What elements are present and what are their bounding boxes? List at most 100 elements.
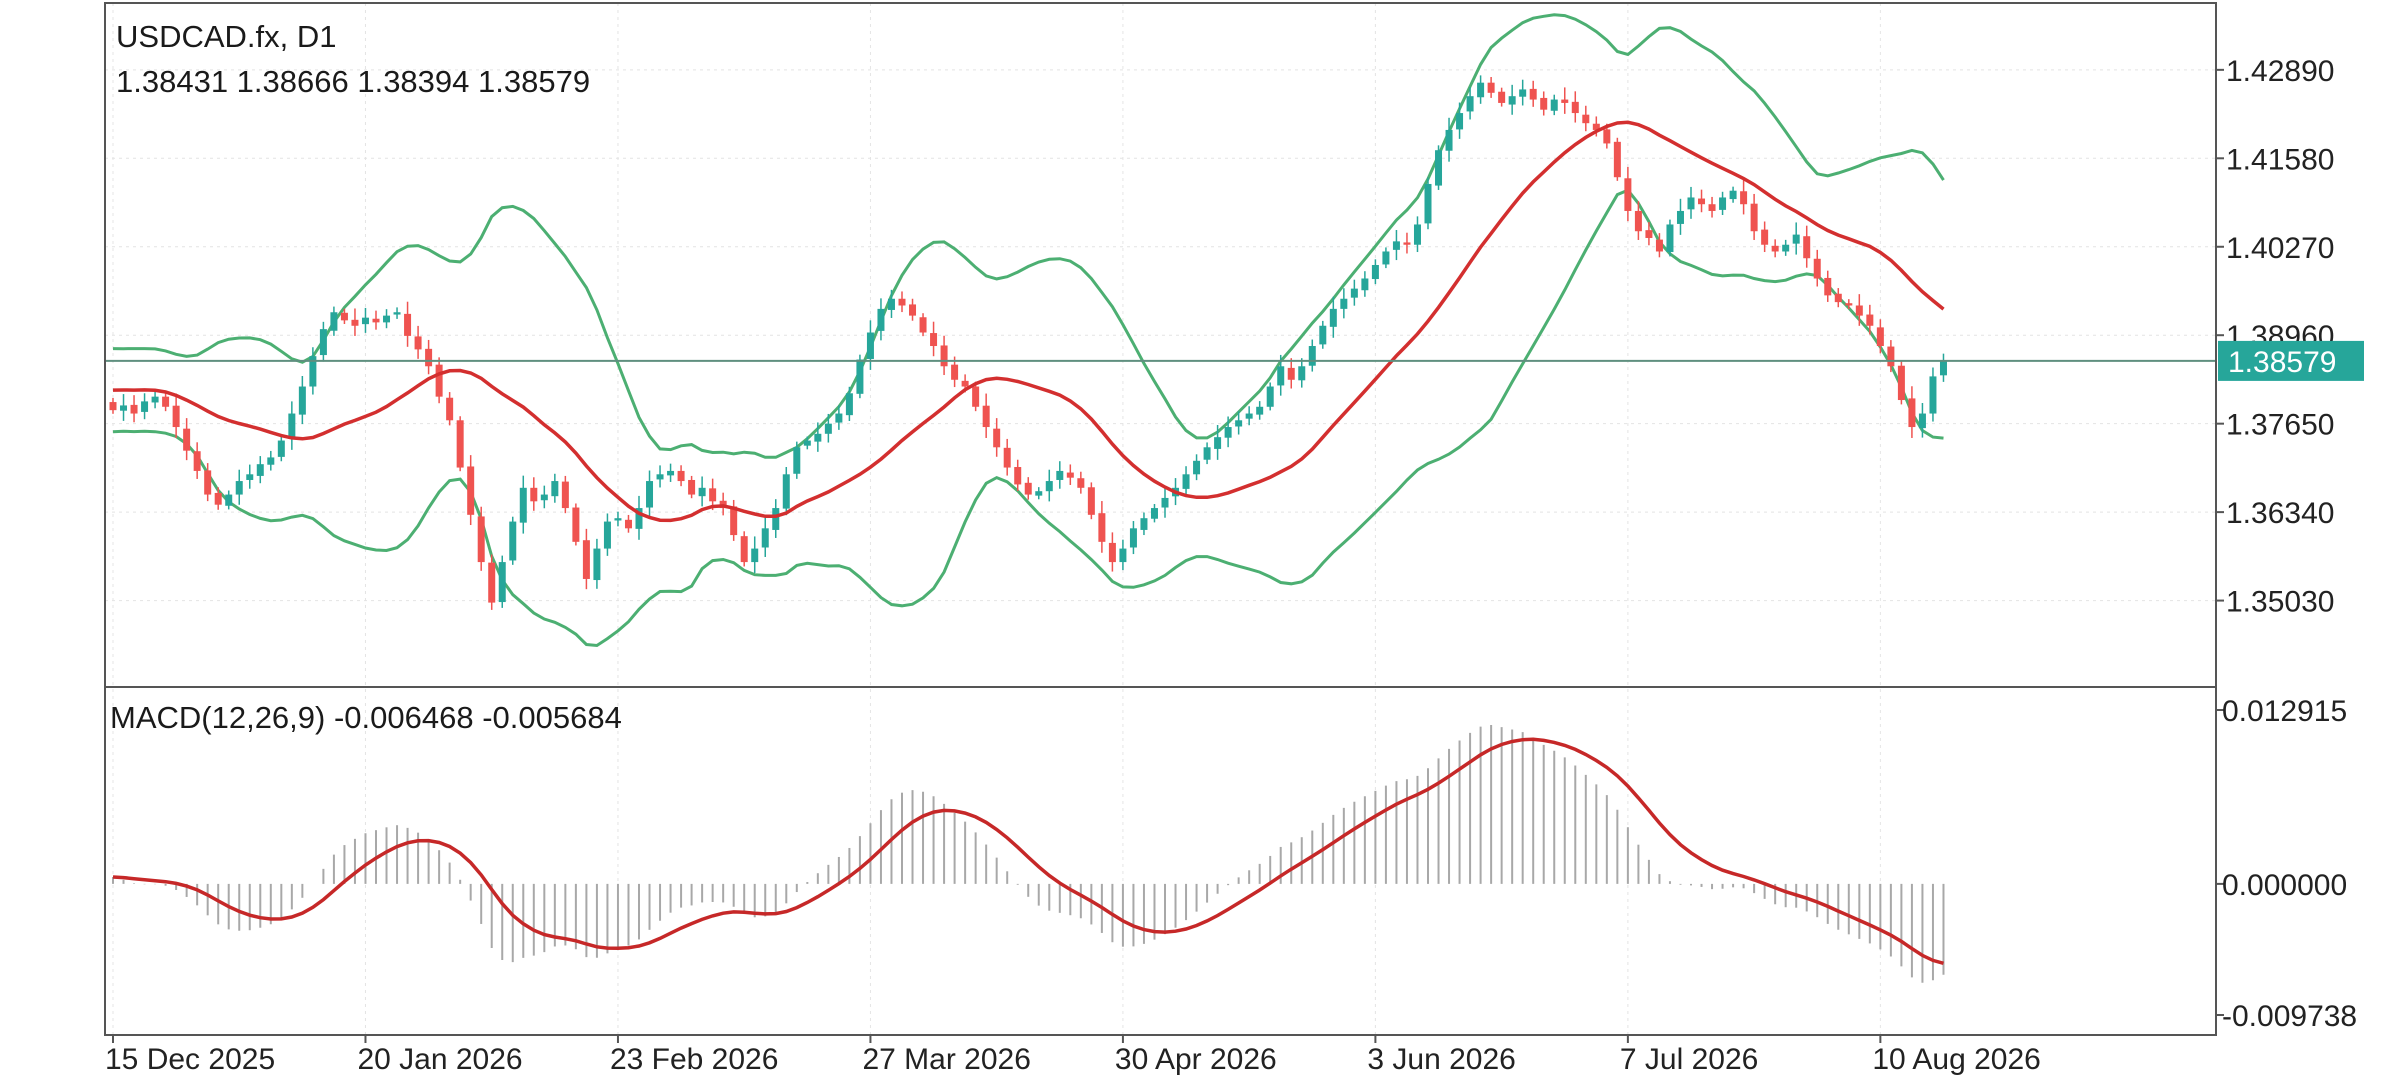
candle-body [1287,367,1295,380]
candle-body [940,345,948,367]
candle-body [477,516,485,563]
candle-body [1719,197,1727,210]
candle-body [993,428,1001,448]
candle-body [835,413,843,423]
candle-body [151,396,159,403]
price-tick-label: 1.40270 [2226,232,2334,265]
candle-body [1392,241,1400,250]
candle-body [383,315,391,323]
candle-body [1477,82,1485,98]
candle-body [803,440,811,446]
candle-body [1087,487,1095,515]
candle-body [1382,251,1390,265]
candle-body [1708,204,1716,211]
candle-body [582,540,590,579]
candle-body [519,487,527,523]
candle-body [1603,129,1611,144]
candle-body [1676,210,1684,224]
price-pane [105,13,2216,648]
candle-body [1939,360,1947,376]
candle-body [1413,224,1421,245]
candle-body [1876,327,1884,347]
candle-body [909,304,917,316]
candle-body [1456,113,1464,130]
pane-frames [104,2,2217,1036]
price-tick-label: 1.36340 [2226,497,2334,530]
axes: 1.428901.415801.402701.389601.376501.363… [105,55,2357,1076]
candle-body [1182,474,1190,489]
candle-body [635,508,643,529]
candle-body [561,481,569,509]
candle-body [961,380,969,387]
macd-pane-frame [104,686,2217,1036]
candle-body [1329,308,1337,327]
candle-body [1729,190,1737,200]
candle-body [1266,386,1274,407]
candle-body [1845,303,1853,306]
macd-signal-line [112,737,1944,965]
candle-body [814,433,822,442]
candle-body [183,428,191,451]
candle-body [930,333,938,347]
candle-body [1098,513,1106,542]
candle-body [1834,293,1842,303]
macd-tick-label: -0.009738 [2222,1000,2357,1033]
candle-body [982,405,990,428]
candle-body [256,464,264,476]
candle-body [1529,88,1537,100]
candle-body [572,507,580,542]
candle-body [1519,89,1527,97]
candle-body [761,528,769,548]
candle-body [887,298,895,310]
candle-body [1740,191,1748,205]
time-tick-label: 27 Mar 2026 [862,1043,1030,1076]
candle-body [225,494,233,506]
candle-body [1361,278,1369,291]
bollinger-upper-band [112,13,1945,459]
candle-body [1403,242,1411,245]
candle-body [309,356,317,387]
candle-body [1371,264,1379,280]
candle-body [319,329,327,356]
candle-body [204,470,212,495]
candle-body [1645,230,1653,238]
candle-body [162,396,170,407]
candle-body [1897,365,1905,401]
candle-body [1750,203,1758,232]
candle-body [1550,99,1558,111]
candle-body [1782,244,1790,252]
candle-body [1203,447,1211,460]
candle-body [614,518,622,521]
candle-body [488,562,496,603]
candle-body [751,548,759,563]
candle-body [1592,123,1600,130]
candle-body [1929,376,1937,414]
candle-body [540,494,548,501]
candle-body [288,413,296,439]
candle-body [656,474,664,480]
candle-body [1887,346,1895,367]
candle-body [603,521,611,549]
price-tick-label: 1.42890 [2226,55,2334,88]
time-tick-label: 3 Jun 2026 [1367,1043,1515,1076]
time-tick-label: 23 Feb 2026 [610,1043,778,1076]
candle-body [782,474,790,509]
time-tick-label: 20 Jan 2026 [357,1043,522,1076]
candle-body [120,405,128,411]
candle-body [1035,491,1043,496]
candle-body [446,397,454,421]
candle-body [214,492,222,505]
macd-pane [112,725,1945,983]
candle-body [1224,427,1232,438]
grid [105,3,2216,1035]
candle-body [646,481,654,508]
macd-tick-label: 0.000000 [2222,869,2347,902]
candle-body [856,359,864,394]
candle-body [509,521,517,561]
candle-body [498,562,506,603]
candle-body [1655,239,1663,252]
candle-body [1771,245,1779,252]
candle-body [667,470,675,476]
